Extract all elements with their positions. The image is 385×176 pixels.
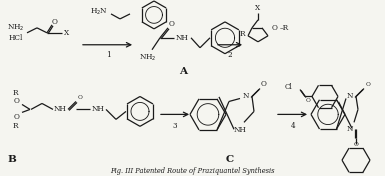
Text: NH: NH (92, 105, 104, 113)
Text: O: O (14, 98, 20, 105)
Text: NH$_2$: NH$_2$ (7, 23, 25, 33)
Text: 3: 3 (173, 122, 177, 130)
Text: 4: 4 (291, 122, 295, 130)
Text: O: O (52, 18, 58, 26)
Text: O: O (272, 24, 278, 32)
Text: O: O (169, 20, 175, 28)
Text: NH: NH (54, 105, 67, 113)
Text: O: O (306, 98, 310, 103)
Text: O: O (14, 113, 20, 121)
Text: X: X (255, 4, 261, 12)
Text: O: O (77, 95, 82, 100)
Text: HCl: HCl (9, 34, 23, 42)
Text: –R: –R (280, 24, 289, 32)
Text: O: O (353, 142, 358, 147)
Text: C: C (226, 155, 234, 164)
Text: Cl: Cl (285, 83, 293, 90)
Text: 2: 2 (228, 51, 232, 59)
Text: H$_2$N: H$_2$N (90, 7, 108, 17)
Text: O: O (366, 82, 370, 87)
Text: N: N (347, 93, 353, 100)
Text: NH$_2$: NH$_2$ (139, 53, 157, 63)
Text: Fig. III Patented Route of Praziquantel Synthesis: Fig. III Patented Route of Praziquantel … (110, 167, 274, 175)
Text: A: A (179, 67, 187, 76)
Text: NH: NH (234, 126, 246, 134)
Text: R: R (12, 122, 18, 130)
Text: N: N (347, 125, 353, 133)
Text: O: O (261, 80, 267, 88)
Text: 1: 1 (105, 51, 110, 59)
Text: NH: NH (176, 34, 188, 42)
Text: R: R (239, 30, 245, 38)
Text: B: B (8, 155, 17, 164)
Text: X: X (64, 29, 70, 37)
Text: R: R (12, 89, 18, 96)
Text: N: N (243, 93, 249, 100)
